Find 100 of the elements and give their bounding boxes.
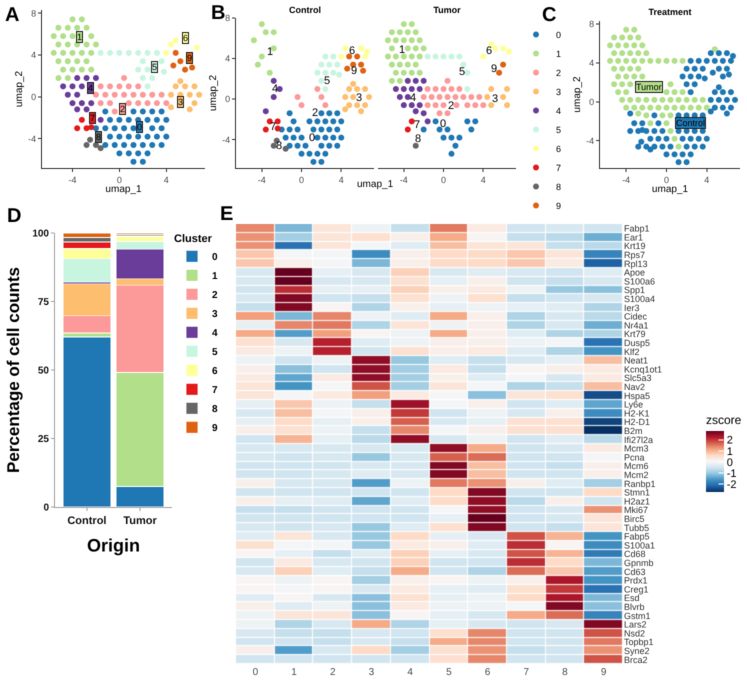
y-tick-label: Esd [624,593,640,604]
x-tick-label: 0 [252,667,259,678]
y-tick-label: Gstm1 [624,610,651,621]
legend-label: 0 [212,252,218,264]
color-bar-title: zscore [706,413,742,427]
legend-label: 2 [212,290,218,302]
text: B [211,2,226,24]
y-tick-label: Cd63 [624,566,646,577]
annotation: 5 [459,66,466,78]
y-tick-label: Syne2 [624,646,650,656]
y-tick-label: Lars2 [624,620,647,630]
annotation: 4 [88,83,94,93]
y-tick-label: Topbp1 [624,637,654,648]
y-tick-label: H2-D1 [624,417,650,428]
y-tick-label: Krt79 [624,329,646,340]
y-tick-label: Dusp5 [624,338,650,348]
y-tick-label: 50 [38,366,50,376]
y-tick-label: Mcm6 [624,461,648,472]
color-bar-label: 1 [726,446,733,458]
y-tick-label: Birc5 [624,514,645,524]
x-axis-title: umap_1 [105,184,142,195]
y-tick-label: Fabp1 [624,224,650,234]
x-tick-label: 4 [338,174,344,185]
legend-label: 1 [556,48,562,59]
x-tick-label: 4 [704,174,710,185]
y-axis-title: umap_2 [14,70,26,108]
y-tick-label: Fabp5 [624,532,650,542]
y-tick-label: Rps7 [624,250,646,260]
y-tick-label: Nsd2 [624,628,646,638]
color-bar-label: 0 [726,456,733,469]
legend-label: 6 [556,144,562,154]
y-tick-label: Mki67 [624,505,648,516]
y-tick-label: -4 [222,134,230,145]
x-tick-label: 0 [441,174,446,185]
y-tick-label: Tubb5 [624,522,650,533]
annotation: 8 [276,140,282,152]
y-tick-label: 0 [43,502,50,514]
x-tick-label: 0 [664,174,669,185]
text: A [5,4,20,26]
y-tick-label: Creg1 [624,584,649,594]
y-tick-label: Pcna [624,452,645,462]
y-tick-label: 0 [31,92,36,102]
legend-label: 4 [556,106,562,116]
annotation: 3 [492,93,498,105]
chart-title: Control [289,5,321,16]
legend-label: 8 [556,182,562,192]
y-tick-label: Stmn1 [624,488,650,498]
y-tick-label: Apoe [624,268,646,278]
legend-label: 1 [212,271,218,282]
annotation: Control [676,118,706,128]
y-tick-label: S100a4 [624,294,656,304]
x-tick-label: 8 [562,667,568,678]
y-tick-label: S100a1 [624,540,656,550]
y-tick-label: 8 [589,19,594,30]
y-tick-label: Mcm2 [624,470,648,480]
x-tick-label: 6 [484,667,491,678]
y-tick-label: Gpnmb [624,558,654,568]
y-tick-label: 0 [225,94,230,104]
legend-label: 3 [556,86,562,97]
y-tick-label: 0 [589,96,594,107]
annotation: 4 [410,92,416,104]
y-tick-label: H2-K1 [624,408,650,418]
annotation: 2 [312,107,318,119]
annotation: 9 [187,53,192,63]
y-tick-label: B2m [624,426,643,436]
y-tick-label: 75 [38,297,50,308]
x-tick-label: 9 [600,667,607,678]
y-tick-label: 4 [225,54,230,64]
annotation: 5 [324,75,330,87]
text: E [220,203,234,225]
annotation: 4 [272,83,278,95]
y-tick-label: Rpl13 [624,258,648,269]
chart-title: Treatment [648,7,692,18]
y-tick-label: Slc5a3 [624,373,652,384]
y-axis-title: umap_2 [208,74,220,112]
x-tick-label: -4 [400,174,408,185]
annotation: 7 [270,121,276,133]
y-tick-label: Nav2 [624,382,646,392]
annotation: 8 [415,133,422,145]
y-tick-label: Mcm3 [624,444,648,454]
annotation: 5 [152,62,158,72]
y-tick-label: Ifi27l2a [624,434,654,445]
y-tick-label: 4 [589,58,594,68]
annotation: 0 [137,122,142,132]
annotation: 1 [267,46,274,58]
y-tick-label: Prdx1 [624,576,648,586]
legend-label: 4 [212,328,218,340]
x-tick-label: 0 [299,174,304,185]
y-tick-label: Ly6e [624,400,644,410]
y-axis-title: umap_2 [572,76,584,113]
y-tick-label: 8 [31,8,36,18]
annotation: Tumor [636,82,662,92]
legend-label: 9 [212,423,218,434]
y-tick-label: Cidec [624,312,648,322]
y-tick-label: Brca2 [624,654,648,665]
annotation: 7 [90,113,96,123]
y-tick-label: Cd68 [624,549,646,560]
y-tick-label: 4 [31,50,36,60]
x-tick-label: -4 [258,174,266,185]
x-tick-label: 4 [164,174,169,185]
